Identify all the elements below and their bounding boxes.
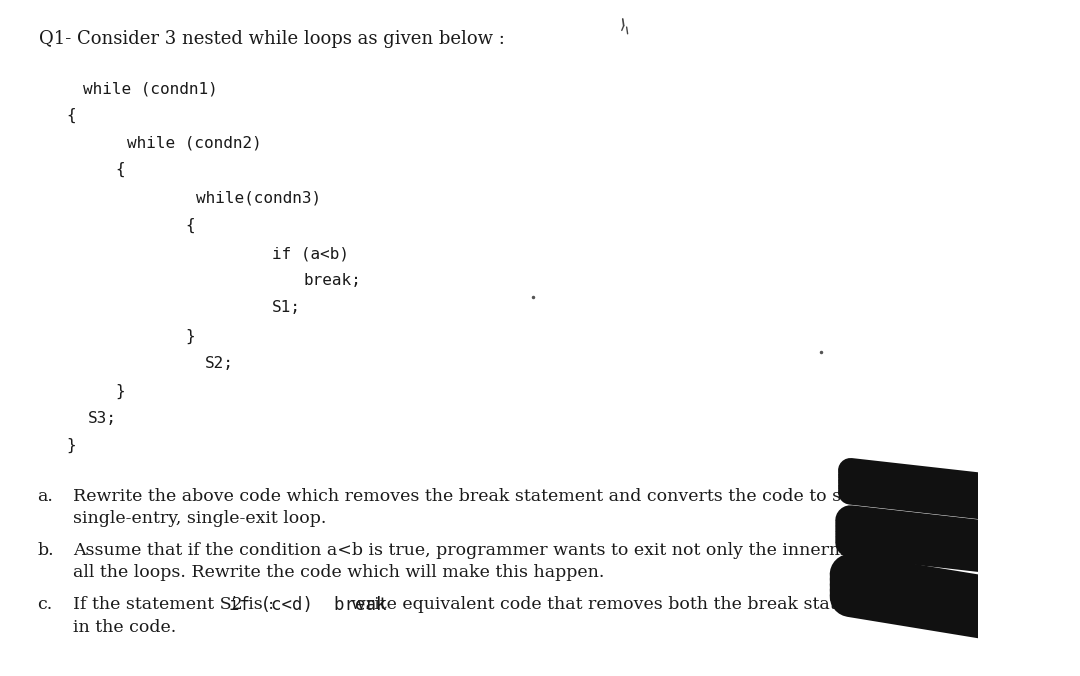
Text: if (c<d)  break: if (c<d) break [229,596,386,614]
Text: write equivalent code that removes both the break statements: write equivalent code that removes both … [340,596,901,613]
Text: S1;: S1; [272,300,300,315]
Text: }: } [186,329,195,343]
Text: all the loops. Rewrite the code which will make this happen.: all the loops. Rewrite the code which wi… [73,564,605,581]
Text: while (condn2): while (condn2) [127,135,261,150]
Text: Assume that if the condition a<b is true, programmer wants to exit not only the : Assume that if the condition a<b is true… [73,542,950,559]
Text: while (condn1): while (condn1) [83,81,218,96]
Text: break;: break; [303,273,361,288]
Text: {: { [67,108,76,123]
Text: {: { [116,162,125,177]
Text: Q1- Consider 3 nested while loops as given below :: Q1- Consider 3 nested while loops as giv… [39,30,505,49]
Text: while(condn3): while(condn3) [195,191,321,206]
Text: If the statement S2 is :: If the statement S2 is : [73,596,280,613]
Text: }: } [116,384,125,399]
Text: {: { [186,218,195,233]
Text: c.: c. [37,596,53,613]
Text: S2;: S2; [205,356,234,370]
Text: b.: b. [37,542,54,559]
Text: a.: a. [37,488,53,505]
Text: Rewrite the above code which removes the break statement and converts the code t: Rewrite the above code which removes the… [73,488,926,505]
Text: S3;: S3; [87,411,117,426]
Text: if (a<b): if (a<b) [272,246,349,261]
Text: }: } [67,438,76,453]
Text: single-entry, single-exit loop.: single-entry, single-exit loop. [73,510,326,527]
Text: in the code.: in the code. [73,619,176,635]
